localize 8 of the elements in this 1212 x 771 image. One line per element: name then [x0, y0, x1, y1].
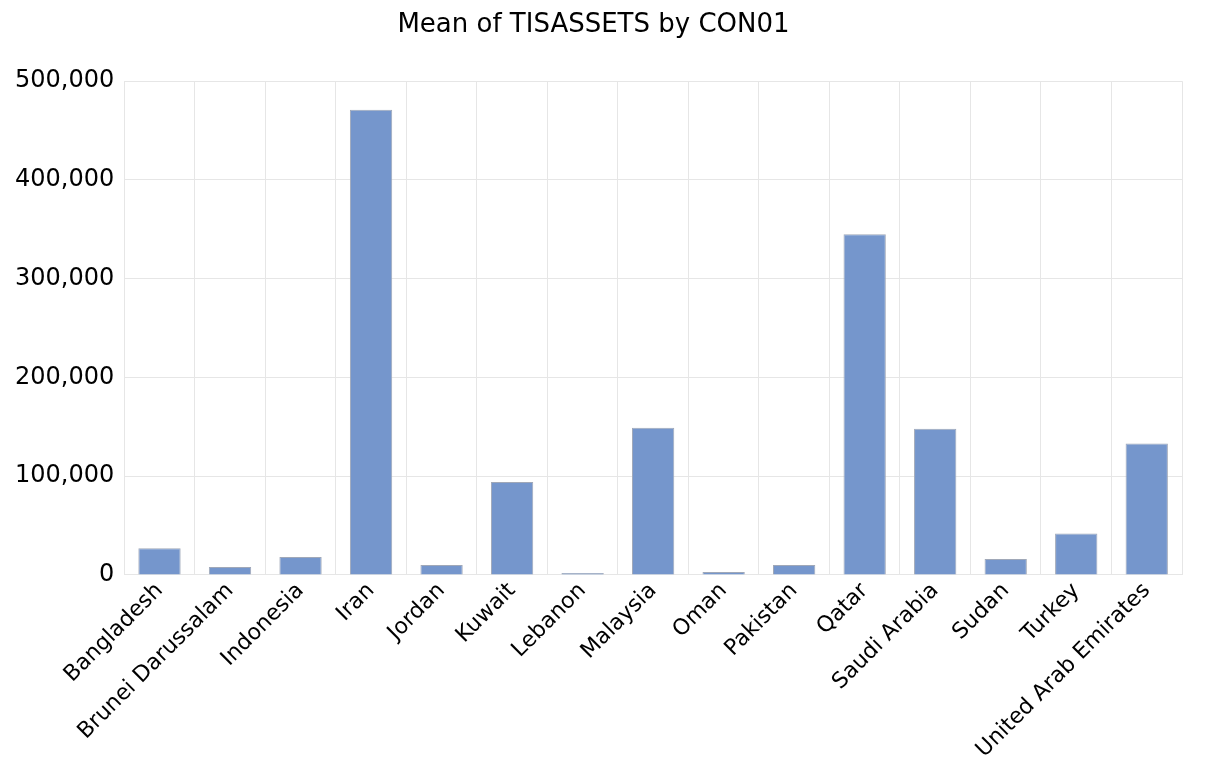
- y-tick-label: 100,000: [15, 460, 115, 489]
- y-tick-label: 0: [98, 559, 115, 588]
- x-tick-label: Iran: [330, 577, 379, 626]
- y-tick-label: 200,000: [15, 361, 115, 390]
- chart-title: Mean of TISASSETS by CON01: [397, 8, 790, 39]
- y-tick-label: 400,000: [15, 164, 115, 193]
- y-tick-label: 500,000: [15, 65, 115, 94]
- y-tick-label: 300,000: [15, 262, 115, 291]
